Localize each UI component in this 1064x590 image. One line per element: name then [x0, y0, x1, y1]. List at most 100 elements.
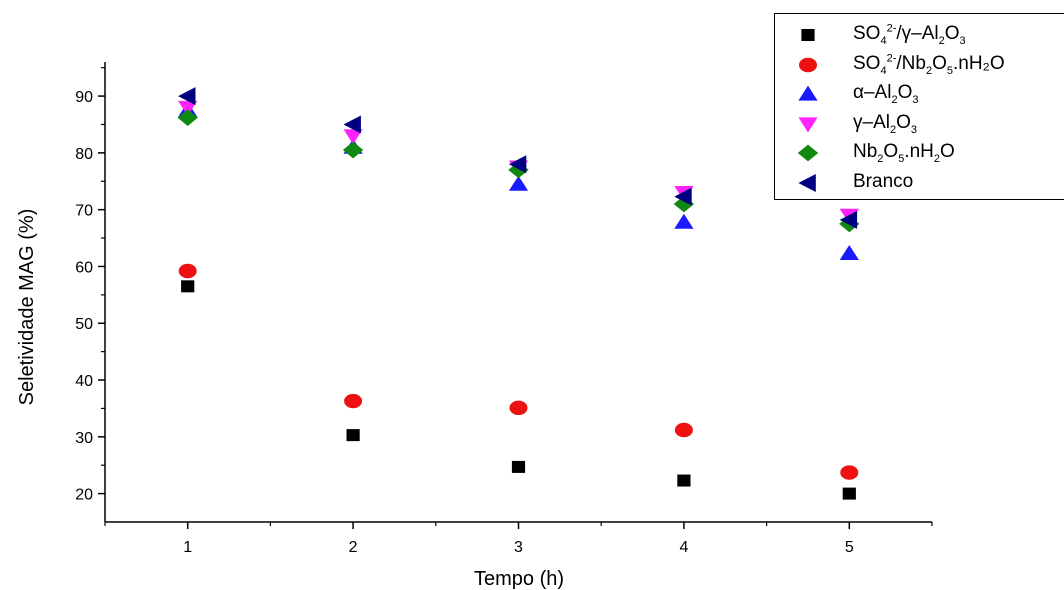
- legend-label-part: O: [896, 111, 911, 133]
- legend-marker-shape: [798, 85, 818, 101]
- data-point: [839, 244, 859, 260]
- legend-label-part: Branco: [853, 170, 914, 192]
- legend-label-part: 3: [959, 34, 966, 47]
- data-point: [181, 280, 195, 293]
- y-axis-title: Seletividade MAG (%): [16, 209, 38, 406]
- legend-marker: [801, 29, 815, 41]
- data-point: [343, 129, 363, 145]
- y-tick-label: 50: [75, 316, 93, 333]
- data-point: [178, 263, 197, 279]
- legend-marker: [799, 57, 817, 72]
- y-tick-label: 80: [75, 146, 93, 163]
- legend-label-part: .nH₂O: [952, 52, 1005, 74]
- legend-label-part: 5: [898, 152, 905, 165]
- legend-entry: Nb2O5.nH2O: [775, 138, 1064, 167]
- data-point: [177, 109, 198, 127]
- series-1: [181, 280, 856, 500]
- legend-marker-shape: [798, 116, 818, 132]
- legend-label: SO42-/γ–Al2O3: [853, 22, 966, 46]
- legend-label: Branco: [853, 170, 913, 194]
- data-point: [674, 213, 694, 229]
- legend-label-part: 4: [880, 64, 887, 77]
- data-point: [343, 115, 361, 134]
- y-tick-label: 40: [75, 373, 93, 390]
- legend-entry: SO42-/γ–Al2O3: [775, 20, 1064, 49]
- x-tick-label: 4: [679, 539, 688, 556]
- legend-label: γ–Al2O3: [853, 111, 917, 135]
- series-6: [178, 87, 858, 229]
- legend-label-part: α–Al: [853, 82, 892, 103]
- legend-label-part: SO: [853, 52, 881, 74]
- data-point: [839, 210, 858, 229]
- legend-label-part: /Nb: [896, 52, 926, 74]
- legend-marker: [798, 85, 818, 101]
- legend-label-part: O: [897, 82, 913, 103]
- legend-marker: [798, 173, 816, 192]
- legend-label-part: /γ–Al: [896, 23, 939, 44]
- legend-marker-shape: [798, 173, 816, 192]
- legend-label-part: 2: [891, 93, 898, 106]
- data-point: [840, 465, 859, 480]
- legend-marker: [798, 116, 818, 132]
- data-point: [178, 100, 198, 116]
- legend-label-part: 3: [910, 123, 917, 136]
- series-3: [178, 101, 859, 260]
- legend-entry: SO42-/Nb2O5.nH₂O: [775, 50, 1064, 79]
- legend-label-part: 3: [912, 93, 919, 106]
- data-point: [509, 400, 528, 416]
- legend-label-part: 2: [938, 34, 945, 47]
- series-2: [178, 263, 859, 480]
- legend-marker-shape: [801, 29, 815, 41]
- data-point: [677, 474, 691, 487]
- x-tick-label: 3: [514, 539, 523, 556]
- data-marks: [177, 87, 860, 500]
- legend-label: α–Al2O3: [853, 81, 918, 105]
- data-point: [346, 429, 360, 442]
- legend: SO42-/γ–Al2O3 SO42-/Nb2O5.nH₂O α–Al2O3 γ–Al…: [774, 13, 1064, 200]
- legend-marker: [797, 144, 819, 162]
- data-point: [508, 175, 529, 191]
- legend-entry: α–Al2O3: [775, 79, 1064, 108]
- x-tick-label: 2: [349, 539, 358, 556]
- legend-label-part: 4: [880, 34, 887, 47]
- legend-label-part: Nb: [853, 141, 878, 162]
- legend-label-part: O: [944, 23, 960, 44]
- legend-label-part: γ–Al: [853, 111, 890, 133]
- legend-label-part: 2: [877, 152, 884, 165]
- legend-label-part: 5: [946, 64, 953, 77]
- data-point: [674, 187, 692, 206]
- data-point: [344, 393, 363, 409]
- data-point: [673, 195, 695, 213]
- data-point: [178, 87, 196, 106]
- data-point: [508, 155, 527, 174]
- legend-label-part: 2-: [886, 52, 897, 65]
- legend-marker-shape: [799, 57, 817, 72]
- legend-label-part: 2: [925, 64, 933, 77]
- legend-label-part: 2-: [886, 22, 897, 35]
- y-tick-label: 30: [75, 430, 93, 447]
- legend-label-part: 2: [889, 123, 897, 136]
- legend-label-part: .nH: [904, 141, 934, 162]
- legend-label-part: O: [883, 141, 899, 162]
- data-point: [342, 141, 364, 159]
- data-point: [674, 422, 693, 438]
- legend-marker-shape: [797, 144, 819, 162]
- legend-label-part: O: [940, 141, 955, 162]
- legend-label-part: SO: [853, 23, 881, 44]
- y-tick-label: 20: [75, 487, 93, 504]
- y-tick-label: 60: [75, 259, 93, 276]
- legend-label-part: 2: [933, 152, 941, 165]
- legend-label-part: O: [932, 52, 947, 74]
- y-tick-label: 90: [75, 89, 93, 106]
- x-tick-label: 1: [183, 539, 192, 556]
- x-axis-title: Tempo (h): [474, 568, 564, 590]
- x-tick-label: 5: [845, 539, 854, 556]
- data-point: [511, 460, 526, 473]
- legend-entry: Branco: [775, 168, 1064, 197]
- data-point: [842, 487, 856, 500]
- y-tick-label: 70: [75, 203, 93, 220]
- legend-label: SO42-/Nb2O5.nH₂O: [853, 52, 1005, 76]
- legend-label: Nb2O5.nH2O: [853, 140, 955, 164]
